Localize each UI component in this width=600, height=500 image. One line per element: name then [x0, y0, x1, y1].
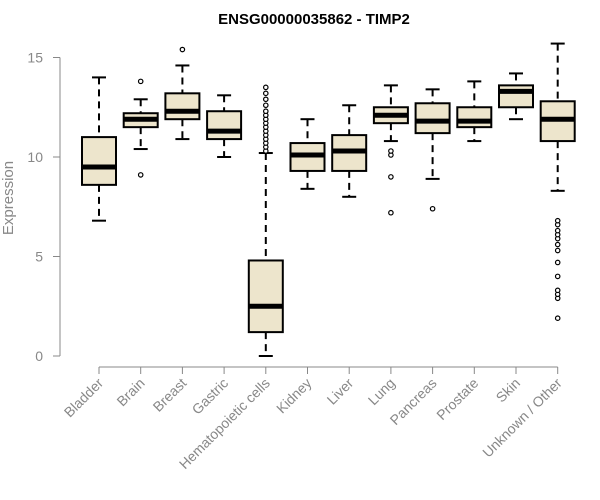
outlier-point	[388, 174, 394, 180]
x-tick-label: Prostate	[433, 375, 481, 423]
box-gastric	[206, 94, 243, 158]
outlier-point	[554, 315, 561, 321]
box-iqr	[498, 84, 534, 109]
outlier-point	[429, 205, 436, 212]
box-liver	[331, 104, 368, 198]
outlier-point	[554, 259, 561, 266]
x-tick-label: Liver	[324, 375, 357, 408]
y-tick-label: 5	[35, 249, 43, 265]
y-axis-label: Expression	[0, 161, 17, 235]
box-iqr	[206, 110, 243, 141]
x-tick-label: Bladder	[61, 375, 107, 421]
outlier-point	[554, 247, 561, 254]
x-tick-label: Skin	[493, 375, 524, 406]
box-unknown-other	[539, 42, 576, 321]
box-iqr	[456, 106, 493, 129]
outlier-point	[554, 241, 561, 248]
outlier-point	[262, 90, 269, 97]
box-brain	[122, 78, 159, 178]
box-kidney	[289, 118, 326, 190]
y-tick-label: 15	[27, 50, 43, 66]
outlier-point	[179, 46, 186, 53]
box-iqr	[164, 92, 201, 121]
y-tick-label: 0	[35, 348, 43, 364]
outlier-point	[262, 96, 269, 103]
box-hematopoietic-cells	[247, 84, 284, 357]
chart-title: ENSG00000035862 - TIMP2	[218, 11, 410, 28]
x-tick-label: Brain	[113, 375, 147, 409]
box-prostate	[456, 80, 493, 143]
outlier-point	[262, 108, 269, 115]
box-iqr	[247, 259, 284, 334]
plot-area	[81, 42, 576, 357]
box-pancreas	[414, 88, 451, 212]
outlier-point	[554, 227, 561, 234]
outlier-point	[554, 273, 561, 280]
box-skin	[498, 72, 534, 121]
box-breast	[164, 46, 201, 141]
outlier-point	[554, 287, 561, 294]
box-iqr	[81, 136, 117, 186]
x-tick-label: Lung	[365, 375, 398, 408]
x-tick-label: Unknown / Other	[479, 375, 565, 461]
y-tick-label: 10	[27, 149, 43, 165]
x-tick-label: Kidney	[273, 375, 315, 417]
outlier-point	[554, 217, 561, 224]
outlier-point	[137, 172, 144, 178]
box-iqr	[414, 102, 451, 135]
outlier-point	[262, 84, 269, 91]
outlier-point	[137, 78, 144, 85]
outlier-point	[388, 148, 394, 154]
box-bladder	[81, 76, 117, 222]
box-lung	[372, 84, 409, 216]
outlier-point	[388, 209, 394, 216]
y-axis: 0 5 10 15	[27, 50, 61, 364]
x-tick-label: Breast	[150, 375, 190, 415]
outlier-point	[262, 102, 269, 109]
